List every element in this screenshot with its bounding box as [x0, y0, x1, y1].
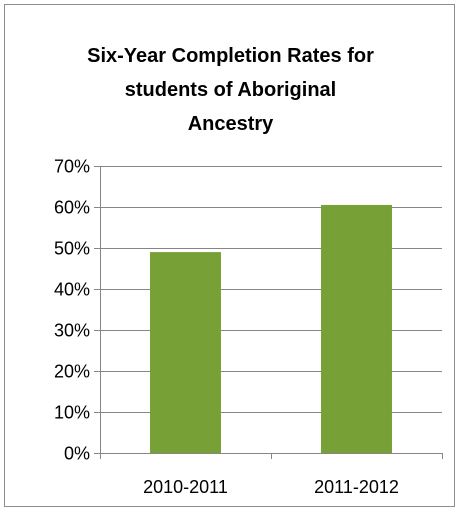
y-tick-label: 50% — [54, 239, 90, 259]
y-tick-label: 60% — [54, 198, 90, 218]
y-tick-label: 30% — [54, 321, 90, 341]
bars — [150, 204, 392, 453]
bar — [150, 252, 221, 453]
chart-title-line-1: Six-Year Completion Rates for — [87, 45, 374, 67]
x-tick-labels: 2010-2011 2011-2012 — [143, 477, 399, 497]
x-tick-label: 2011-2012 — [314, 477, 399, 497]
y-tick-labels: 0% 10% 20% 30% 40% 50% 60% 70% — [54, 157, 90, 464]
y-tick-label: 10% — [54, 403, 90, 423]
y-tick-label: 0% — [64, 444, 90, 464]
bar — [321, 204, 392, 453]
axes — [94, 166, 443, 459]
y-tick-label: 70% — [54, 157, 90, 177]
chart-title-line-2: students of Aboriginal — [124, 79, 337, 101]
chart-title-line-3: Ancestry — [187, 113, 274, 135]
x-tick-label: 2010-2011 — [143, 477, 228, 497]
y-tick-label: 40% — [54, 280, 90, 300]
y-tick-label: 20% — [54, 362, 90, 382]
chart-title: Six-Year Completion Rates for students o… — [5, 39, 456, 141]
